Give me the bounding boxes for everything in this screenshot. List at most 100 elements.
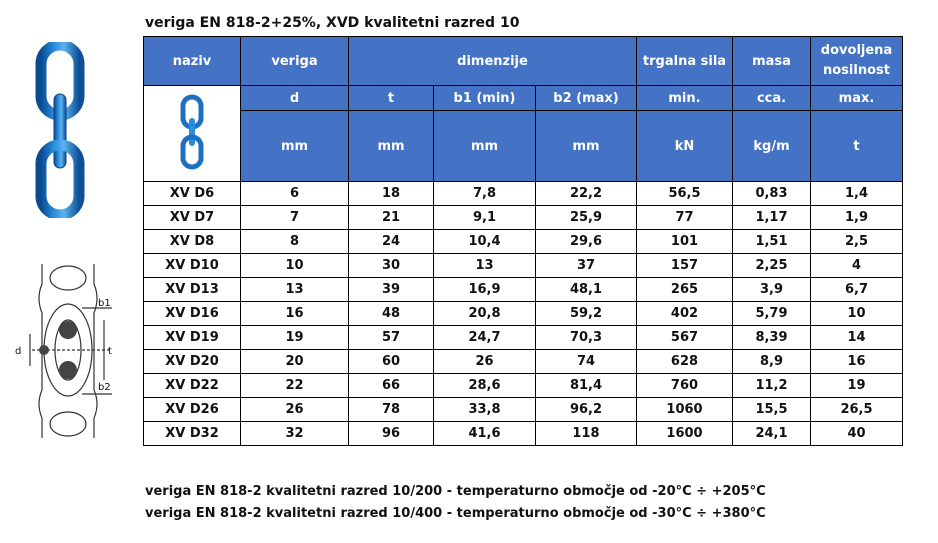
- unit-cell: t: [810, 110, 903, 182]
- table-cell: 628: [636, 349, 733, 374]
- table-cell: 8: [240, 229, 349, 254]
- table-row: XV D20 20 60 26 74 628 8,9 16: [143, 349, 903, 374]
- unit-cell: kg/m: [732, 110, 811, 182]
- table-row: XV D13 13 39 16,9 48,1 265 3,9 6,7: [143, 277, 903, 302]
- table-cell: 96,2: [535, 397, 637, 422]
- table-row: XV D22 22 66 28,6 81,4 760 11,2 19: [143, 373, 903, 398]
- table-cell: 96: [348, 421, 434, 446]
- chain-thumbnail-icon: [180, 94, 204, 169]
- table-cell: 60: [348, 349, 434, 374]
- symbol-cell: t: [348, 85, 434, 111]
- table-cell: 8,39: [732, 325, 811, 350]
- chain-spec-table: naziv veriga dimenzije trgalna sila masa…: [143, 36, 903, 446]
- table-cell: 20,8: [433, 301, 536, 326]
- chain-name-cell: XV D10: [143, 253, 241, 278]
- table-cell: 13: [240, 277, 349, 302]
- table-cell: 81,4: [535, 373, 637, 398]
- unit-cell: mm: [348, 110, 434, 182]
- table-cell: 48,1: [535, 277, 637, 302]
- table-cell: 66: [348, 373, 434, 398]
- table-cell: 78: [348, 397, 434, 422]
- table-cell: 1600: [636, 421, 733, 446]
- label-t: t: [108, 346, 112, 357]
- table-cell: 19: [240, 325, 349, 350]
- table-row: XV D10 10 30 13 37 157 2,25 4: [143, 253, 903, 278]
- chain-photo-icon: [35, 42, 85, 218]
- table-row: XV D8 8 24 10,4 29,6 101 1,51 2,5: [143, 229, 903, 254]
- table-cell: 101: [636, 229, 733, 254]
- table-cell: 29,6: [535, 229, 637, 254]
- table-cell: 6: [240, 181, 349, 206]
- chain-name-cell: XV D22: [143, 373, 241, 398]
- table-cell: 19: [810, 373, 903, 398]
- symbol-cell: b1 (min): [433, 85, 536, 111]
- table-cell: 57: [348, 325, 434, 350]
- table-cell: 16: [240, 301, 349, 326]
- chain-name-cell: XV D13: [143, 277, 241, 302]
- header-veriga: veriga: [240, 36, 349, 86]
- table-cell: 39: [348, 277, 434, 302]
- table-cell: 28,6: [433, 373, 536, 398]
- symbol-cell: cca.: [732, 85, 811, 111]
- table-row: XV D16 16 48 20,8 59,2 402 5,79 10: [143, 301, 903, 326]
- table-cell: 6,7: [810, 277, 903, 302]
- table-cell: 33,8: [433, 397, 536, 422]
- table-row: XV D26 26 78 33,8 96,2 1060 15,5 26,5: [143, 397, 903, 422]
- table-cell: 20: [240, 349, 349, 374]
- table-cell: 21: [348, 205, 434, 230]
- table-cell: 10,4: [433, 229, 536, 254]
- table-cell: 402: [636, 301, 733, 326]
- table-cell: 1060: [636, 397, 733, 422]
- table-cell: 1,9: [810, 205, 903, 230]
- unit-cell: mm: [535, 110, 637, 182]
- chain-name-cell: XV D19: [143, 325, 241, 350]
- table-cell: 14: [810, 325, 903, 350]
- table-row: XV D6 6 18 7,8 22,2 56,5 0,83 1,4: [143, 181, 903, 206]
- footer-note-1: veriga EN 818-2 kvalitetni razred 10/200…: [145, 484, 766, 499]
- table-cell: 13: [433, 253, 536, 278]
- table-cell: 37: [535, 253, 637, 278]
- symbol-cell: d: [240, 85, 349, 111]
- table-cell: 41,6: [433, 421, 536, 446]
- label-d: d: [15, 346, 21, 357]
- table-cell: 1,4: [810, 181, 903, 206]
- table-cell: 157: [636, 253, 733, 278]
- header-dovoljena-nosilnost: dovoljena nosilnost: [810, 36, 903, 86]
- unit-cell: kN: [636, 110, 733, 182]
- chain-thumbnail-cell: [143, 85, 241, 182]
- header-naziv: naziv: [143, 36, 241, 86]
- table-cell: 26: [433, 349, 536, 374]
- table-cell: 1,17: [732, 205, 811, 230]
- unit-cell: mm: [433, 110, 536, 182]
- footer-note-2: veriga EN 818-2 kvalitetni razred 10/400…: [145, 506, 766, 521]
- table-cell: 22: [240, 373, 349, 398]
- chain-name-cell: XV D26: [143, 397, 241, 422]
- table-cell: 10: [240, 253, 349, 278]
- table-cell: 22,2: [535, 181, 637, 206]
- table-cell: 16,9: [433, 277, 536, 302]
- table-cell: 59,2: [535, 301, 637, 326]
- chain-name-cell: XV D8: [143, 229, 241, 254]
- table-cell: 26,5: [810, 397, 903, 422]
- table-cell: 1,51: [732, 229, 811, 254]
- chain-name-cell: XV D7: [143, 205, 241, 230]
- table-cell: 77: [636, 205, 733, 230]
- label-b2: b2: [98, 382, 111, 393]
- table-cell: 56,5: [636, 181, 733, 206]
- header-dimenzije: dimenzije: [348, 36, 637, 86]
- table-row: XV D7 7 21 9,1 25,9 77 1,17 1,9: [143, 205, 903, 230]
- table-row: XV D32 32 96 41,6 118 1600 24,1 40: [143, 421, 903, 446]
- table-cell: 48: [348, 301, 434, 326]
- table-cell: 24,1: [732, 421, 811, 446]
- table-cell: 70,3: [535, 325, 637, 350]
- table-cell: 9,1: [433, 205, 536, 230]
- table-cell: 16: [810, 349, 903, 374]
- chain-name-cell: XV D16: [143, 301, 241, 326]
- table-cell: 7: [240, 205, 349, 230]
- header-trgalna-sila: trgalna sila: [636, 36, 733, 86]
- table-cell: 11,2: [732, 373, 811, 398]
- label-b1: b1: [98, 298, 111, 309]
- symbol-cell: b2 (max): [535, 85, 637, 111]
- table-cell: 760: [636, 373, 733, 398]
- table-cell: 74: [535, 349, 637, 374]
